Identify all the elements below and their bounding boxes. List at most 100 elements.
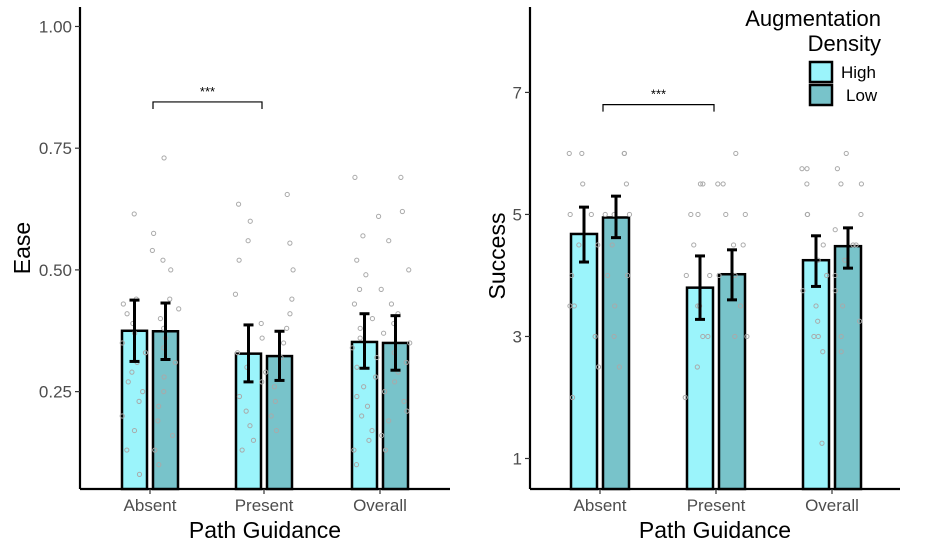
data-point — [290, 267, 296, 273]
bar-low — [833, 244, 863, 491]
data-point — [744, 333, 750, 340]
x-axis-title: Path Guidance — [639, 517, 791, 543]
data-point — [349, 345, 355, 351]
data-point — [129, 369, 135, 375]
data-point — [399, 208, 405, 215]
data-point — [374, 354, 380, 361]
success-panel: 1 3 5 7 Absent Present Overall Path Guidance Suc… — [484, 7, 900, 543]
data-point — [156, 403, 162, 409]
data-point — [386, 418, 392, 424]
data-point — [850, 242, 856, 248]
data-point — [239, 447, 245, 453]
data-point — [234, 350, 241, 356]
data-point — [740, 242, 746, 248]
data-point — [858, 211, 864, 218]
data-point — [611, 333, 617, 340]
data-point — [167, 296, 173, 302]
data-point — [361, 384, 367, 390]
significance-bracket — [152, 101, 263, 109]
data-point — [151, 230, 157, 236]
data-point — [247, 423, 253, 429]
data-point — [354, 364, 360, 370]
data-point — [169, 432, 176, 439]
data-point — [250, 437, 257, 443]
data-point — [621, 150, 628, 157]
bar-low — [601, 216, 631, 491]
data-point — [235, 201, 242, 207]
data-point — [382, 389, 388, 395]
data-point — [354, 257, 360, 263]
significance-label: *** — [200, 84, 215, 99]
data-point — [157, 315, 164, 322]
data-point — [247, 218, 253, 224]
ease-panel: 0.25 0.50 0.75 1.00 Absent Present Overall Path… — [9, 7, 450, 543]
data-point — [375, 213, 382, 219]
data-point — [271, 384, 277, 390]
data-point — [245, 238, 251, 244]
significance-bracket — [602, 104, 715, 112]
data-point — [236, 257, 242, 263]
legend-title-line2: Density — [808, 31, 881, 56]
data-point — [406, 267, 412, 273]
data-point — [258, 320, 264, 327]
data-point — [259, 379, 265, 385]
data-point — [804, 166, 810, 172]
x-axis-title: Path Guidance — [189, 517, 341, 543]
data-point — [612, 303, 618, 309]
y-tick-label: 7 — [513, 83, 522, 102]
data-point — [832, 227, 838, 233]
y-tick-label: 0.75 — [39, 139, 72, 158]
data-point — [284, 325, 290, 331]
data-point — [120, 301, 126, 307]
data-point — [353, 462, 360, 468]
data-point — [382, 447, 389, 453]
data-point — [352, 174, 358, 181]
data-point — [804, 211, 810, 218]
data-point — [609, 242, 615, 248]
y-tick-label: 0.25 — [39, 383, 72, 402]
data-point — [357, 335, 363, 341]
data-point — [804, 181, 810, 187]
data-point — [683, 272, 689, 279]
data-point — [357, 325, 363, 331]
bar-high — [685, 286, 715, 491]
y-tick-label: 1.00 — [39, 17, 72, 36]
data-point — [605, 272, 611, 279]
data-point — [707, 272, 713, 279]
data-point — [119, 413, 125, 419]
data-point — [858, 181, 864, 187]
x-tick-label: Present — [687, 496, 746, 515]
legend-swatch-high — [808, 60, 834, 84]
data-point — [124, 311, 130, 317]
y-tick-label: 3 — [513, 327, 522, 346]
data-point — [624, 272, 631, 279]
data-point — [268, 413, 274, 419]
data-point — [404, 408, 410, 414]
data-point — [363, 272, 369, 278]
data-point — [284, 191, 290, 198]
data-point — [155, 418, 161, 424]
data-point — [140, 389, 146, 395]
y-axis-title: Ease — [9, 222, 35, 274]
data-point — [156, 462, 162, 468]
data-point — [366, 437, 372, 443]
data-point — [700, 333, 706, 340]
data-point — [616, 364, 622, 370]
data-point — [152, 447, 158, 453]
data-point — [700, 181, 706, 187]
data-point — [289, 296, 295, 302]
data-point — [623, 181, 630, 187]
data-point — [351, 447, 357, 453]
data-point — [172, 359, 178, 366]
data-point — [819, 440, 825, 446]
y-tick-label: 0.50 — [39, 261, 72, 280]
data-point — [569, 272, 575, 279]
data-point — [838, 333, 844, 340]
data-point — [149, 247, 155, 254]
data-point — [716, 272, 722, 279]
data-point — [576, 242, 582, 248]
data-point — [733, 150, 739, 157]
x-tick-label: Overall — [353, 496, 407, 515]
data-point — [688, 211, 694, 218]
data-point — [369, 315, 376, 322]
